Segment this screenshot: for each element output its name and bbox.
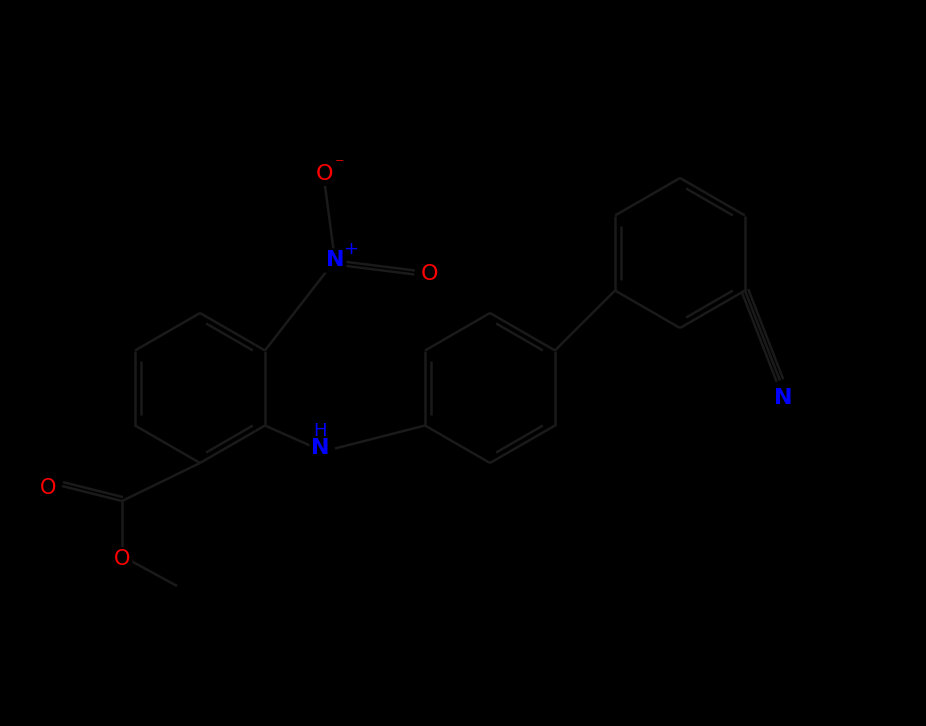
Text: O: O xyxy=(421,264,439,283)
Text: N: N xyxy=(774,388,793,409)
Text: ⁻: ⁻ xyxy=(335,157,344,174)
Text: O: O xyxy=(114,549,131,569)
Text: +: + xyxy=(344,240,358,258)
Text: N: N xyxy=(326,250,344,271)
Text: O: O xyxy=(316,163,333,184)
Text: H: H xyxy=(313,423,327,441)
Text: N: N xyxy=(311,439,330,459)
Text: O: O xyxy=(40,478,56,498)
